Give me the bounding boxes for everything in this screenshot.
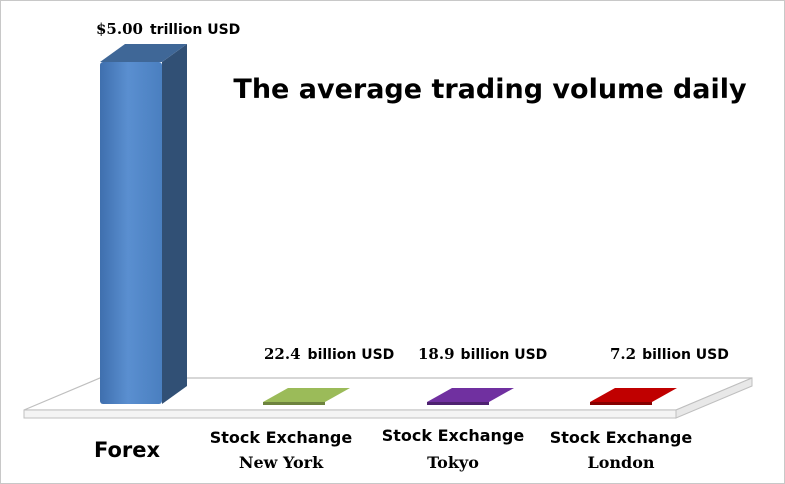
bar-new-york-front bbox=[263, 402, 325, 405]
category-label-new-york-line2: New York bbox=[239, 453, 324, 472]
bar-tokyo-top bbox=[427, 388, 514, 402]
value-label-unit: billion USD bbox=[461, 347, 548, 363]
value-label-london: 7.2 billion USD bbox=[610, 345, 729, 363]
category-label-london-line1: Stock Exchange bbox=[550, 428, 693, 447]
value-labels: $5.00 trillion USD 22.4 billion USD 18.9… bbox=[96, 20, 729, 363]
value-label-tokyo: 18.9 billion USD bbox=[418, 345, 547, 363]
value-label-unit: trillion USD bbox=[150, 22, 240, 38]
bar-forex-top bbox=[100, 44, 187, 62]
bar-london-front bbox=[590, 402, 652, 405]
bars-layer bbox=[100, 44, 677, 405]
bar-new-york-top bbox=[263, 388, 350, 402]
value-label-number: 18.9 bbox=[418, 345, 455, 363]
value-label-forex: $5.00 trillion USD bbox=[96, 20, 240, 38]
category-label-tokyo-line2: Tokyo bbox=[427, 453, 479, 472]
bar-tokyo-front bbox=[427, 402, 489, 405]
floor-side bbox=[675, 377, 753, 419]
category-label-new-york-line1: Stock Exchange bbox=[210, 428, 353, 447]
category-labels: Forex Stock Exchange New York Stock Exch… bbox=[94, 426, 692, 472]
bar-tokyo bbox=[427, 388, 514, 405]
category-label-forex: Forex bbox=[94, 438, 161, 462]
floor-front bbox=[23, 409, 677, 419]
bar-forex-side bbox=[162, 44, 187, 404]
category-label-london-line2: London bbox=[587, 453, 654, 472]
bar-forex-front bbox=[100, 62, 162, 404]
bar-new-york bbox=[263, 388, 350, 405]
bar-london-top bbox=[590, 388, 677, 402]
value-label-unit: billion USD bbox=[642, 347, 729, 363]
bar-london bbox=[590, 388, 677, 405]
chart-floor bbox=[23, 377, 753, 419]
value-label-unit: billion USD bbox=[308, 347, 395, 363]
bar-forex bbox=[100, 44, 187, 404]
value-label-number: $5.00 bbox=[96, 20, 143, 38]
value-label-number: 22.4 bbox=[264, 345, 301, 363]
value-label-number: 7.2 bbox=[610, 345, 636, 363]
value-label-new-york: 22.4 billion USD bbox=[264, 345, 394, 363]
chart-title: The average trading volume daily bbox=[233, 74, 747, 105]
category-label-tokyo-line1: Stock Exchange bbox=[382, 426, 525, 445]
